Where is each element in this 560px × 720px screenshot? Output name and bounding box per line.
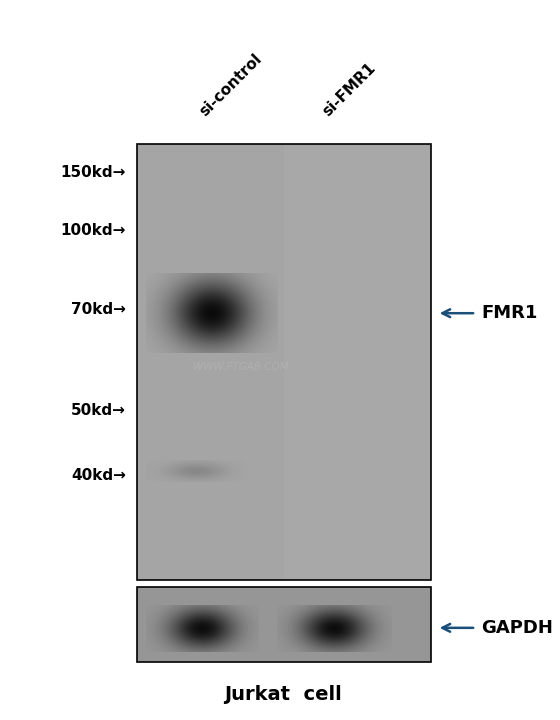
Bar	[137, 587, 431, 662]
Text: GAPDH: GAPDH	[482, 618, 553, 636]
Text: Jurkat  cell: Jurkat cell	[224, 685, 342, 704]
Text: 150kd→: 150kd→	[60, 166, 126, 180]
Text: 40kd→: 40kd→	[71, 468, 126, 482]
Bar	[137, 144, 431, 580]
Bar	[137, 144, 284, 580]
Text: FMR1: FMR1	[482, 304, 538, 323]
Text: si-control: si-control	[197, 51, 264, 119]
Text: 70kd→: 70kd→	[71, 302, 126, 317]
Bar	[137, 587, 431, 662]
Text: 50kd→: 50kd→	[71, 403, 126, 418]
Text: WWW.PTGAB.COM: WWW.PTGAB.COM	[193, 362, 288, 372]
Text: si-FMR1: si-FMR1	[320, 60, 379, 119]
Bar	[284, 144, 431, 580]
Text: 100kd→: 100kd→	[60, 223, 126, 238]
